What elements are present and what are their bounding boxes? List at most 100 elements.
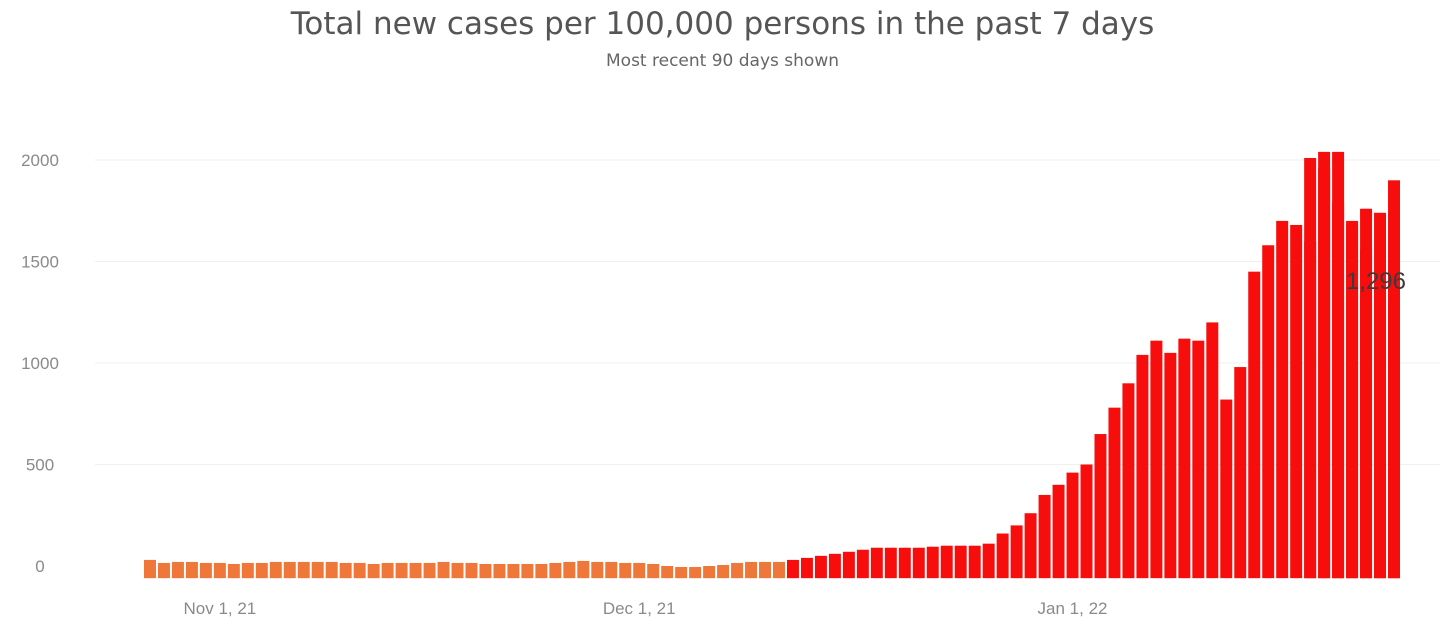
bar bbox=[1220, 399, 1233, 579]
bar bbox=[1332, 202, 1345, 579]
bar bbox=[297, 561, 310, 579]
bar bbox=[1374, 285, 1387, 579]
chart-title: Total new cases per 100,000 persons in t… bbox=[290, 6, 1155, 42]
bar bbox=[311, 561, 324, 579]
bar bbox=[199, 562, 212, 579]
bar bbox=[633, 562, 646, 579]
bar bbox=[870, 547, 883, 579]
bar bbox=[731, 562, 744, 579]
bar bbox=[339, 562, 352, 579]
bar bbox=[591, 561, 604, 579]
bar bbox=[535, 563, 548, 579]
bar bbox=[1108, 407, 1121, 579]
bar bbox=[1234, 367, 1247, 579]
annotations: 1,296 bbox=[1346, 268, 1406, 295]
bar bbox=[549, 562, 562, 579]
bar bbox=[912, 547, 925, 579]
bar bbox=[717, 564, 730, 579]
bar bbox=[661, 566, 674, 579]
bar bbox=[1262, 245, 1275, 579]
bar bbox=[507, 563, 520, 579]
bar bbox=[144, 559, 156, 579]
bar bbox=[171, 561, 184, 579]
bar bbox=[493, 563, 506, 579]
bar bbox=[1052, 484, 1065, 579]
bar bbox=[423, 562, 436, 579]
x-tick-label: Nov 1, 21 bbox=[183, 599, 256, 618]
last-value-label: 1,296 bbox=[1346, 268, 1406, 295]
x-tick-label: Jan 1, 22 bbox=[1038, 599, 1108, 618]
bar bbox=[884, 547, 897, 579]
bar bbox=[283, 561, 296, 579]
bar bbox=[409, 562, 422, 579]
bar bbox=[451, 562, 464, 579]
bar bbox=[479, 563, 492, 579]
y-tick-label: 500 bbox=[26, 456, 54, 475]
bar bbox=[437, 561, 450, 579]
bar bbox=[856, 549, 869, 579]
y-tick-label: 1000 bbox=[21, 354, 59, 373]
bar bbox=[325, 561, 338, 579]
bar bbox=[465, 562, 478, 579]
bar bbox=[605, 561, 618, 579]
bar bbox=[185, 561, 198, 579]
bar bbox=[1346, 220, 1359, 579]
x-tick-label: Dec 1, 21 bbox=[603, 599, 676, 618]
bar bbox=[1010, 525, 1023, 579]
y-tick-label: 1500 bbox=[21, 253, 59, 272]
y-axis: 0 500 1000 1500 2000 bbox=[21, 151, 59, 576]
bar bbox=[353, 562, 366, 579]
bar bbox=[968, 545, 981, 579]
bar bbox=[982, 543, 995, 579]
bar bbox=[1290, 224, 1303, 579]
bar bbox=[381, 562, 394, 579]
bar bbox=[773, 561, 785, 579]
bar bbox=[1150, 340, 1163, 579]
bar bbox=[745, 561, 758, 579]
bar bbox=[1248, 271, 1261, 579]
bar bbox=[940, 545, 953, 579]
bar bbox=[842, 551, 855, 579]
bar bbox=[800, 557, 813, 579]
bar bbox=[898, 547, 911, 579]
bar bbox=[521, 563, 534, 579]
bar bbox=[954, 545, 967, 579]
x-axis: Nov 1, 21 Dec 1, 21 Jan 1, 22 bbox=[183, 599, 1107, 618]
bar bbox=[703, 566, 716, 579]
bar bbox=[255, 562, 268, 579]
bar bbox=[213, 562, 226, 579]
bar bbox=[759, 561, 771, 579]
bar bbox=[1276, 220, 1289, 579]
bar bbox=[1192, 340, 1205, 579]
bar bbox=[926, 546, 939, 579]
bar bbox=[1178, 338, 1191, 579]
bar bbox=[1206, 322, 1219, 579]
bar bbox=[647, 563, 660, 579]
y-tick-label: 0 bbox=[35, 557, 44, 576]
bar bbox=[675, 567, 688, 579]
bar bbox=[619, 562, 632, 579]
bar bbox=[814, 555, 827, 579]
bar bbox=[828, 553, 841, 579]
bar bbox=[1318, 168, 1331, 579]
bar bbox=[1388, 302, 1400, 579]
bar bbox=[241, 562, 254, 579]
bar bbox=[1080, 464, 1093, 579]
bar bbox=[395, 562, 408, 579]
bar bbox=[1024, 513, 1037, 579]
bar bbox=[269, 561, 282, 579]
bars bbox=[144, 151, 1400, 579]
bar bbox=[996, 533, 1009, 579]
bar bbox=[577, 560, 590, 579]
bar bbox=[1094, 434, 1107, 579]
bar bbox=[367, 563, 380, 579]
bar bbox=[786, 559, 799, 579]
bar bbox=[1136, 354, 1149, 579]
bar bbox=[563, 561, 576, 579]
bar bbox=[157, 562, 170, 579]
bar bbox=[1122, 383, 1135, 579]
bar bbox=[1164, 352, 1177, 579]
bar bbox=[1038, 494, 1051, 579]
bar bbox=[689, 567, 702, 579]
bar bbox=[227, 563, 240, 579]
